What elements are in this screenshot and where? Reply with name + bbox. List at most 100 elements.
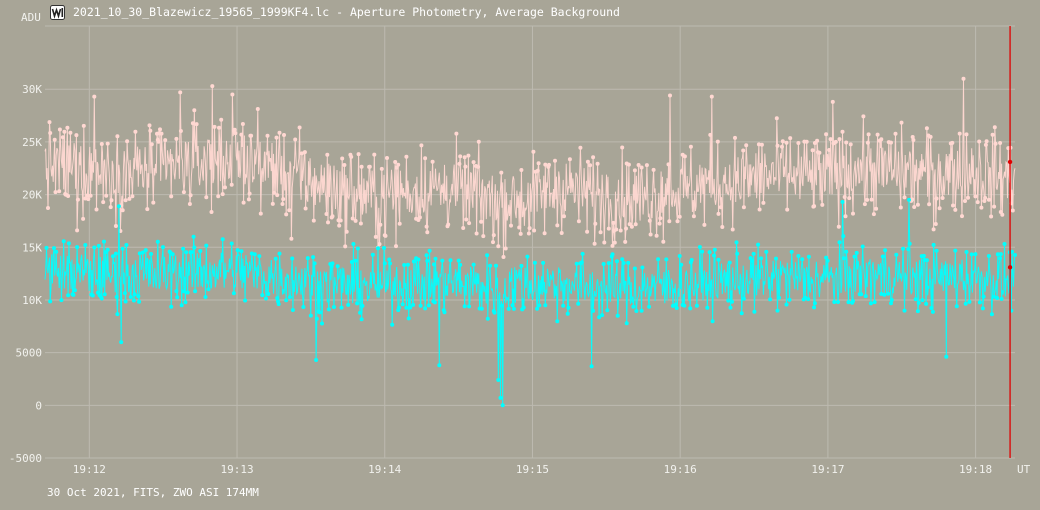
data-point: [178, 129, 183, 133]
data-point: [679, 262, 684, 267]
data-point: [519, 263, 524, 268]
data-point: [600, 313, 605, 318]
data-point: [120, 208, 125, 213]
data-point: [349, 154, 354, 159]
data-point: [302, 150, 307, 155]
data-point: [44, 245, 49, 250]
data-point: [396, 305, 401, 310]
data-point: [733, 135, 737, 140]
data-point: [378, 222, 383, 227]
light-curve-app-icon[interactable]: [50, 4, 65, 20]
data-point: [275, 193, 280, 198]
data-point: [496, 244, 501, 249]
data-point: [730, 299, 734, 304]
data-point: [499, 170, 504, 175]
data-point: [879, 137, 884, 142]
data-point: [170, 252, 175, 257]
data-point: [796, 141, 801, 145]
data-point: [68, 130, 73, 135]
data-point: [872, 300, 877, 305]
data-point: [61, 239, 66, 244]
footer-caption: 30 Oct 2021, FITS, ZWO ASI 174MM: [47, 486, 259, 499]
data-point: [661, 239, 666, 244]
data-point: [1002, 242, 1007, 246]
data-point: [761, 200, 766, 205]
data-point: [730, 227, 735, 232]
data-point: [789, 249, 794, 254]
data-point: [272, 190, 277, 195]
data-point: [915, 202, 920, 207]
data-point: [340, 156, 345, 161]
data-point: [961, 76, 966, 81]
data-point: [432, 300, 437, 305]
data-point: [715, 139, 720, 144]
data-point: [614, 227, 619, 232]
data-point: [756, 142, 761, 147]
data-point: [456, 258, 461, 263]
data-point: [844, 140, 849, 145]
data-point: [458, 262, 463, 267]
data-point: [206, 287, 211, 292]
x-tick-label: 19:13: [220, 463, 253, 476]
data-point: [92, 94, 97, 99]
data-point: [837, 240, 842, 245]
data-point: [893, 131, 898, 136]
data-point: [90, 293, 95, 298]
data-point: [848, 142, 853, 147]
data-point: [257, 254, 262, 259]
data-point: [907, 241, 912, 246]
data-point: [716, 257, 721, 262]
data-point: [258, 211, 263, 216]
data-point: [402, 263, 407, 267]
data-point: [275, 296, 280, 301]
data-point: [964, 132, 969, 137]
data-point: [989, 214, 994, 219]
data-point: [179, 303, 184, 308]
data-point: [88, 193, 93, 198]
data-point: [735, 251, 740, 256]
data-point: [1010, 249, 1014, 254]
data-point: [615, 313, 620, 318]
data-point: [427, 248, 432, 253]
data-point: [219, 117, 224, 122]
data-point: [851, 211, 855, 216]
data-point: [950, 140, 955, 145]
data-point: [198, 249, 203, 253]
data-point: [158, 127, 162, 132]
data-point: [192, 245, 197, 250]
data-point: [739, 311, 744, 316]
data-point: [492, 310, 497, 315]
data-point: [178, 90, 183, 95]
data-point: [626, 260, 631, 265]
data-point: [606, 261, 611, 266]
data-point: [812, 305, 817, 310]
time-cursor[interactable]: [1007, 26, 1013, 458]
data-point: [425, 230, 430, 235]
data-point: [674, 306, 679, 310]
data-point: [342, 163, 347, 167]
data-point: [836, 224, 841, 229]
data-point: [924, 258, 929, 263]
data-point: [902, 308, 907, 313]
data-point: [284, 212, 289, 217]
data-point: [411, 259, 416, 264]
data-point: [326, 307, 331, 312]
data-point: [430, 159, 435, 164]
data-point: [265, 133, 270, 138]
data-point: [828, 137, 833, 142]
plot-area[interactable]: [45, 26, 1015, 458]
data-point: [260, 293, 265, 298]
data-point: [957, 131, 962, 136]
data-point: [509, 223, 513, 228]
data-point: [355, 301, 360, 306]
data-point: [476, 164, 481, 169]
data-point: [405, 262, 410, 267]
data-point: [840, 200, 845, 204]
data-point: [246, 197, 251, 202]
data-point: [270, 201, 275, 206]
data-point: [122, 291, 127, 296]
data-point: [282, 133, 286, 137]
data-point: [66, 293, 71, 298]
data-point: [247, 191, 252, 196]
